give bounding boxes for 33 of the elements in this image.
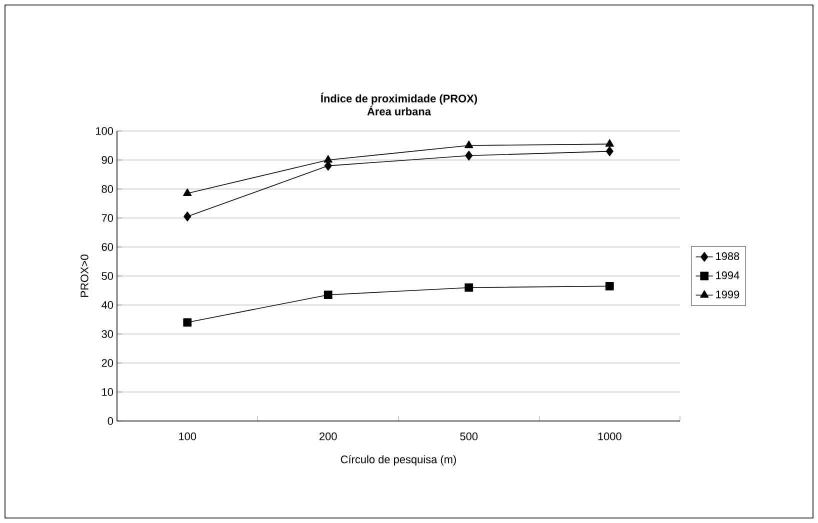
chart-title: Índice de proximidade (PROX): [321, 92, 478, 105]
y-tick-label: 30: [102, 330, 114, 338]
point: [464, 283, 474, 292]
y-tick-label: 60: [102, 243, 114, 251]
point: [605, 139, 614, 147]
y-tick-label: 90: [102, 156, 114, 164]
point: [606, 146, 614, 156]
point: [464, 140, 474, 148]
y-tick-label: 40: [102, 301, 114, 309]
y-tick-label: 50: [102, 272, 114, 280]
point: [183, 188, 192, 196]
y-tick-label: 20: [102, 359, 114, 367]
y-tick-label: 0: [108, 417, 114, 425]
x-tick-label: 200: [320, 432, 337, 440]
y-axis-title: PROX>0: [80, 254, 88, 297]
point: [324, 290, 332, 300]
x-tick-label: 500: [460, 432, 478, 440]
point: [184, 212, 192, 222]
y-tick-label: 10: [102, 388, 114, 396]
legend-label: 1988: [716, 252, 740, 260]
y-tick-label: 70: [102, 214, 114, 222]
y-tick-label: 100: [96, 127, 114, 135]
x-tick-label: 100: [179, 432, 196, 440]
x-tick-label: 1000: [598, 432, 622, 440]
point: [465, 150, 473, 161]
legend-label: 1994: [716, 271, 740, 280]
point: [605, 282, 614, 290]
chart-subtitle: Área urbana: [367, 106, 432, 116]
legend-label: 1999: [716, 290, 740, 298]
point: [324, 155, 332, 163]
x-axis-title: Círculo de pesquisa (m): [340, 455, 456, 466]
point: [183, 318, 192, 327]
y-tick-label: 80: [102, 185, 114, 193]
